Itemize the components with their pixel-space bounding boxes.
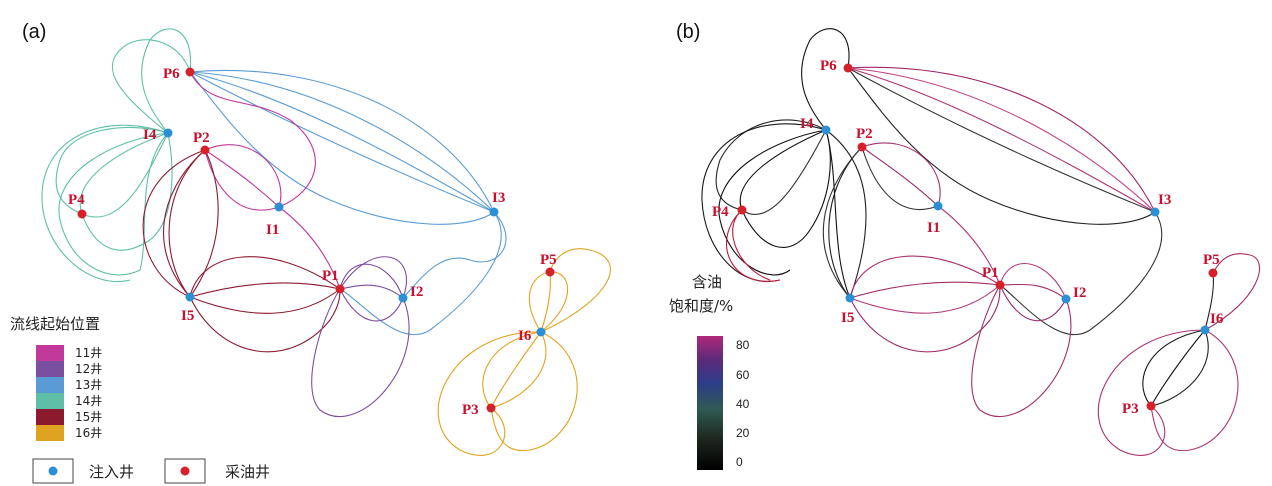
label-p6: P6: [163, 66, 180, 82]
colorbar: 含油 饱和度/% 80 60 40 20 0: [669, 273, 750, 470]
streamlines-b: [701, 28, 1260, 456]
label-p5-b: P5: [1203, 252, 1220, 268]
label-p3-b: P3: [1122, 401, 1139, 417]
label-p2-b: P2: [856, 126, 873, 142]
legend-item-15: 15井: [75, 410, 102, 424]
colorbar-title-line2: 饱和度/%: [669, 297, 733, 315]
injector-i5-b: [845, 293, 855, 303]
producer-p6: [185, 67, 195, 77]
label-p1-b: P1: [982, 265, 999, 281]
injector-i2-b: [1061, 294, 1071, 304]
colorbar-tick-80: 80: [736, 338, 750, 352]
producer-p5: [545, 267, 555, 277]
swatch-12: [36, 361, 64, 377]
panel-a: (a): [10, 21, 611, 484]
producer-p4: [77, 209, 87, 219]
producer-legend-box: [164, 458, 206, 484]
producer-p2: [200, 145, 210, 155]
injector-i4-b: [821, 125, 831, 135]
streamlines-a: [41, 28, 611, 456]
label-p3: P3: [462, 402, 479, 418]
legend-item-13: 13井: [75, 378, 102, 392]
label-i1: I1: [266, 222, 279, 238]
producer-p1: [335, 284, 345, 294]
injector-i5: [185, 292, 195, 302]
label-i5-b: I5: [841, 310, 854, 326]
panel-a-label: (a): [22, 21, 46, 43]
producer-p2-b: [857, 142, 867, 152]
swatch-11: [36, 345, 64, 361]
producer-p4-b: [737, 205, 747, 215]
injector-legend-dot: [48, 466, 58, 476]
injector-i1-b: [933, 201, 943, 211]
producer-legend-dot: [180, 466, 190, 476]
injector-legend-label: 注入井: [89, 463, 134, 481]
panel-b: (b): [669, 21, 1260, 470]
label-p4: P4: [68, 192, 85, 208]
colorbar-title-line1: 含油: [692, 273, 722, 291]
legend-item-16: 16井: [75, 426, 102, 440]
label-i4-b: I4: [800, 116, 814, 132]
swatch-15: [36, 409, 64, 425]
injector-legend-box: [32, 458, 74, 484]
label-p4-b: P4: [712, 204, 729, 220]
label-i3: I3: [492, 190, 505, 206]
panel-b-label: (b): [676, 21, 700, 43]
label-i6-b: I6: [1210, 311, 1224, 327]
colorbar-tick-20: 20: [736, 426, 750, 440]
label-i6: I6: [518, 328, 532, 344]
colorbar-tick-40: 40: [736, 397, 750, 411]
swatch-14: [36, 393, 64, 409]
producer-p3: [486, 403, 496, 413]
label-i2: I2: [410, 284, 423, 300]
legend-item-12: 12井: [75, 362, 102, 376]
producer-p3-b: [1146, 401, 1156, 411]
label-i1-b: I1: [927, 220, 940, 236]
legend-item-11: 11井: [75, 346, 102, 360]
injector-i6-b: [1200, 325, 1210, 335]
label-i5: I5: [181, 308, 194, 324]
injector-i6: [536, 327, 546, 337]
label-i2-b: I2: [1073, 285, 1086, 301]
label-p6-b: P6: [820, 58, 837, 74]
swatch-16: [36, 425, 64, 441]
label-p5: P5: [540, 252, 557, 268]
colorbar-tick-0: 0: [736, 455, 743, 469]
colorbar-gradient: [697, 336, 723, 470]
swatch-13: [36, 377, 64, 393]
producer-legend-label: 采油井: [225, 463, 270, 481]
injector-i3: [489, 207, 499, 217]
legend-swatches: [36, 345, 64, 441]
producer-p5-b: [1208, 268, 1218, 278]
label-p2: P2: [193, 130, 210, 146]
wells-b: P6 I4 P2 P4 I1 I3 P5 P1 I5 I2 I6 P3: [712, 58, 1224, 417]
wells-a: P6 I4 P2 P4 I1 I3 P5 P1 I5 I2 I6 P3: [68, 66, 557, 418]
injector-i4: [163, 128, 173, 138]
producer-p1-b: [995, 280, 1005, 290]
legend-a: 流线起始位置 11井 12井 13井 14井 15井 16井 注入井 采油井: [10, 315, 270, 484]
injector-i2: [398, 293, 408, 303]
producer-p6-b: [843, 63, 853, 73]
injector-i3-b: [1150, 207, 1160, 217]
colorbar-tick-60: 60: [736, 368, 750, 382]
legend-title: 流线起始位置: [10, 315, 100, 333]
label-i4: I4: [143, 127, 157, 143]
label-i3-b: I3: [1158, 192, 1171, 208]
label-p1: P1: [322, 268, 339, 284]
injector-i1: [274, 202, 284, 212]
legend-item-14: 14井: [75, 394, 102, 408]
